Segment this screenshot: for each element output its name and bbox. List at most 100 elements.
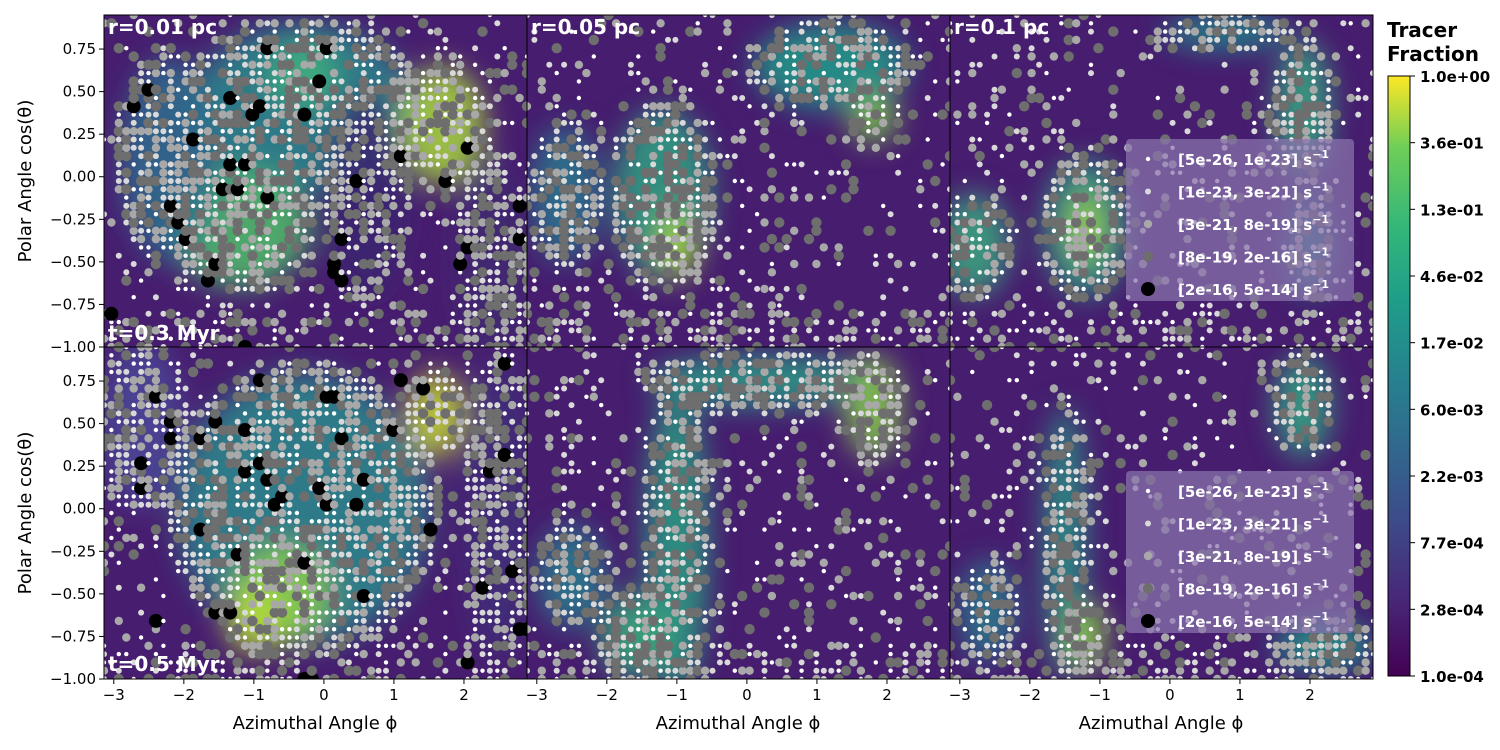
scatter-point [159,52,168,61]
scatter-point [677,142,688,153]
scatter-point [168,54,173,59]
scatter-point [292,259,302,269]
scatter-point [850,61,857,68]
scatter-point [527,194,530,201]
scatter-point [464,327,471,334]
scatter-point [426,68,435,78]
scatter-point [300,616,309,626]
scatter-point [1287,85,1296,94]
scatter-point [947,212,950,217]
scatter-point [671,459,680,468]
scatter-point [969,136,976,143]
scatter-point [1042,251,1051,260]
scatter-point [918,178,923,184]
scatter-point [804,193,814,202]
scatter-point [256,202,263,209]
scatter-point [849,44,858,53]
scatter-point [1028,310,1035,317]
scatter-point [984,295,990,300]
scatter-point [974,283,985,295]
scatter-point [738,326,747,335]
scatter-point [383,609,389,616]
scatter-point [828,169,835,176]
scatter-point [338,45,345,52]
scatter-point [285,384,294,393]
scatter-point [338,78,345,85]
scatter-point [479,609,486,616]
scatter-point [700,193,710,202]
scatter-point [694,518,701,525]
scatter-point [469,516,481,527]
scatter-point [591,54,596,59]
scatter-point [442,86,449,93]
scatter-point [412,543,419,550]
scatter-point [1029,328,1034,333]
scatter-point [1293,43,1305,54]
scatter-point [270,384,279,393]
heatmap-panel [104,15,527,347]
scatter-point [1318,119,1325,126]
scatter-point [374,525,383,534]
scatter-point [176,311,181,316]
scatter-point [539,170,544,175]
scatter-point [494,526,501,533]
scatter-point [135,424,147,436]
scatter-point [1154,319,1161,326]
scatter-point [354,651,359,657]
scatter-point [109,452,114,458]
scatter-point [1370,336,1373,341]
scatter-point [840,192,852,203]
scatter-point [104,383,110,394]
scatter-point [235,95,240,101]
scatter-point [315,176,324,186]
scatter-point [768,285,775,292]
scatter-point [388,358,399,369]
scatter-point [168,660,173,665]
scatter-point [702,252,709,259]
scatter-point [240,616,250,626]
scatter-point [406,29,411,34]
scatter-point [678,259,687,269]
scatter-point [628,29,634,34]
scatter-point [287,452,292,458]
scatter-point [239,565,251,577]
scatter-point [345,526,352,533]
scatter-point [509,335,516,342]
scatter-point [522,251,527,260]
scatter-point [327,389,342,404]
scatter-point [1048,192,1060,203]
scatter-point [232,109,243,120]
scatter-point [479,642,486,649]
scatter-point [361,195,366,200]
scatter-point [811,308,822,319]
scatter-point [627,261,634,267]
scatter-point [589,176,598,186]
scatter-point [233,442,242,451]
scatter-point [418,151,428,161]
scatter-point [558,308,570,319]
scatter-point [235,145,240,150]
scatter-point [686,102,695,111]
scatter-point [323,534,330,541]
scatter-point [219,153,226,160]
scatter-point [269,574,280,585]
scatter-point [322,674,331,679]
scatter-point [418,450,428,460]
scatter-point [324,195,329,200]
scatter-point [878,67,889,79]
scatter-point [552,284,561,294]
scatter-point [699,391,711,402]
scatter-point [687,377,694,384]
scatter-point [294,610,300,615]
scatter-point [1080,169,1087,176]
scatter-point [418,483,428,493]
scatter-point [626,674,636,679]
scatter-point [418,533,428,543]
scatter-point [197,501,204,508]
scatter-point [465,303,470,308]
scatter-point [220,660,225,665]
scatter-point [308,559,315,566]
scatter-point [389,118,398,128]
scatter-point [640,366,651,378]
scatter-point [670,599,681,610]
